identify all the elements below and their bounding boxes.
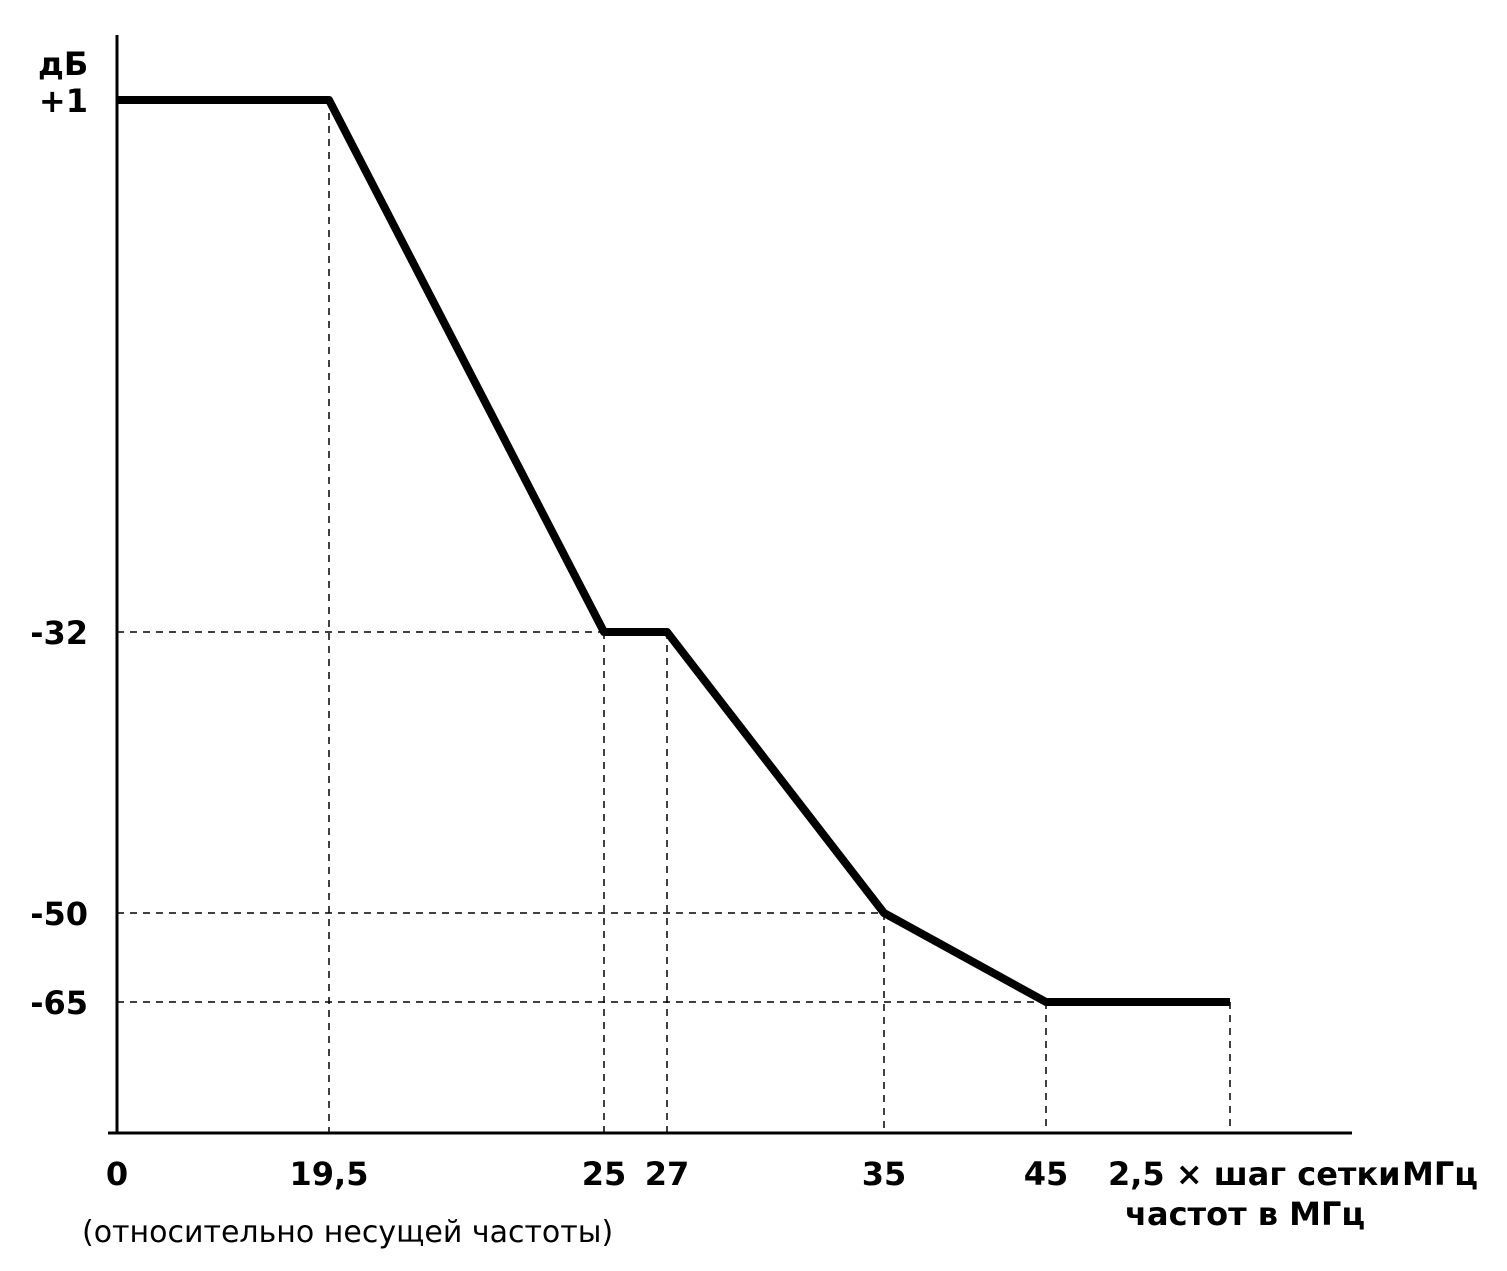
y-tick-label: -50 xyxy=(30,895,88,933)
y-unit-label: дБ xyxy=(38,45,88,83)
series-group xyxy=(117,96,1230,1006)
x-tick-label: 25 xyxy=(582,1155,627,1193)
x-end-label-line1: 2,5 × шаг сетки xyxy=(1108,1155,1401,1193)
x-tick-label: 19,5 xyxy=(290,1155,369,1193)
y-tick-label: +1 xyxy=(39,82,88,120)
x-tick-label: 27 xyxy=(645,1155,690,1193)
x-tick-label: 35 xyxy=(862,1155,907,1193)
tick-labels: 0 19,5 25 27 35 45 +1 -32 -50 -65 xyxy=(30,82,1068,1193)
y-tick-label: -32 xyxy=(30,614,88,652)
x-end-label-line2: частот в МГц xyxy=(1125,1195,1365,1233)
x-tick-label: 0 xyxy=(106,1155,128,1193)
y-tick-label: -65 xyxy=(30,984,88,1022)
labels-group: дБ МГц 2,5 × шаг сетки частот в МГц (отн… xyxy=(38,45,1478,1250)
series-line xyxy=(117,96,1230,1006)
x-tick-label: 45 xyxy=(1024,1155,1069,1193)
x-unit-label: МГц xyxy=(1402,1155,1478,1193)
x-note: (относительно несущей частоты) xyxy=(82,1215,613,1250)
guide-lines xyxy=(117,100,1231,1133)
axes xyxy=(108,35,1352,1135)
